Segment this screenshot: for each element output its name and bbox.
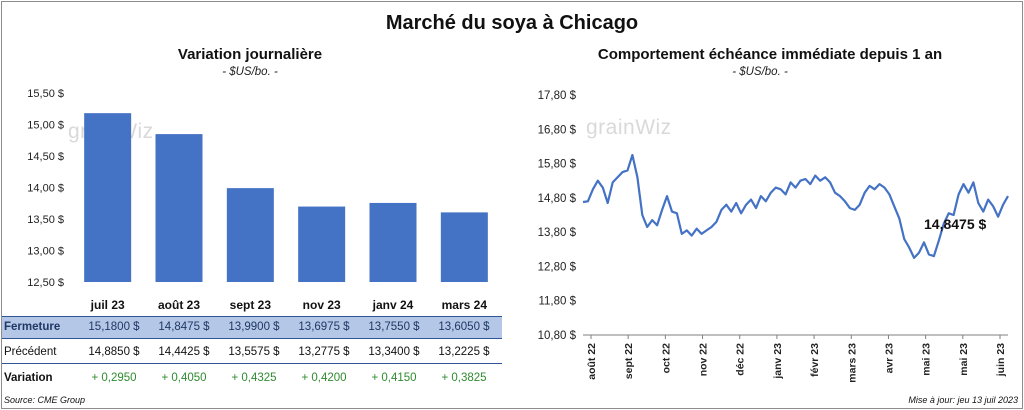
row-label: Précédent <box>4 346 57 358</box>
update-note: Mise à jour: jeu 13 juil 2023 <box>908 395 1018 405</box>
x-tick-label: juin 23 <box>995 343 1007 377</box>
table-cell: + 0,4050 <box>161 372 207 384</box>
bar <box>155 134 203 282</box>
page-title: Marché du soya à Chicago <box>385 12 639 34</box>
bar <box>369 202 417 282</box>
table-cell: + 0,4150 <box>371 372 417 384</box>
y-tick-label: 11,80 $ <box>538 296 576 308</box>
x-tick-label: nov 22 <box>698 343 710 376</box>
source-note: Source: CME Group <box>4 395 86 405</box>
table-cell: 14,8475 $ <box>158 321 210 333</box>
row-label: Fermeture <box>4 321 61 333</box>
table-cell: 13,3400 $ <box>368 346 420 358</box>
table-cell: 13,7550 $ <box>368 321 420 333</box>
y-tick-label: 12,80 $ <box>538 261 577 273</box>
y-tick-label: 14,80 $ <box>538 193 577 205</box>
y-tick-label: 13,50 $ <box>27 214 64 226</box>
table-cell: + 0,4200 <box>301 372 347 384</box>
x-tick-label: juil 23 <box>90 298 125 312</box>
left-chart-subtitle: - $US/bo. - <box>222 66 278 78</box>
line-chart: 10,80 $ 11,80 $ 12,80 $ 13,80 $ 14,80 $ 15,80… <box>538 90 1009 383</box>
x-tick-label: nov 23 <box>303 298 341 312</box>
table-cell: 13,2225 $ <box>438 346 490 358</box>
y-tick-label: 12,50 $ <box>27 277 64 289</box>
y-tick-label: 15,00 $ <box>27 120 64 132</box>
y-tick-label: 15,50 $ <box>27 88 64 100</box>
table-cell: 14,4425 $ <box>158 346 210 358</box>
x-tick-label: mars 24 <box>442 298 488 312</box>
x-tick-label: mai 23 <box>958 343 970 376</box>
table-cell: 13,6975 $ <box>298 321 350 333</box>
y-tick-label: 14,00 $ <box>27 183 64 195</box>
table-cell: 14,8850 $ <box>88 346 140 358</box>
x-tick-label: déc 22 <box>735 343 747 376</box>
x-tick-label: sept 22 <box>623 343 635 379</box>
y-tick-label: 10,80 $ <box>538 330 577 342</box>
table-cell: 15,1800 $ <box>88 321 140 333</box>
table-cell: + 0,2950 <box>91 372 137 384</box>
x-tick-label: avr 23 <box>883 343 895 374</box>
row-label: Variation <box>4 372 53 384</box>
table-cell: + 0,3825 <box>441 372 487 384</box>
bar <box>440 212 488 282</box>
y-tick-label: 13,80 $ <box>538 227 577 239</box>
x-tick-label: janv 24 <box>372 298 414 312</box>
watermark-right: grainWiz <box>586 116 672 139</box>
x-tick-label: mai 23 <box>921 343 933 376</box>
y-tick-label: 13,00 $ <box>27 246 64 258</box>
y-tick-label: 17,80 $ <box>538 90 577 102</box>
x-tick-label: août 22 <box>586 343 598 380</box>
right-chart-subtitle: - $US/bo. - <box>732 66 788 78</box>
table-row-variation: Variation + 0,2950 + 0,4050 + 0,4325 + 0… <box>2 368 502 389</box>
x-tick-label: oct 22 <box>660 343 672 374</box>
x-tick-label: mars 23 <box>846 343 858 383</box>
table-cell: + 0,4325 <box>231 372 277 384</box>
right-chart-title: Comportement échéance immédiate depuis 1… <box>597 46 943 63</box>
bar <box>298 206 346 282</box>
x-tick-label: févr 23 <box>809 343 821 377</box>
table-cell: 13,9900 $ <box>228 321 280 333</box>
x-tick-label: août 23 <box>158 298 200 312</box>
left-chart-title: Variation journalière <box>177 46 323 63</box>
bar <box>84 113 132 282</box>
bar <box>226 188 274 282</box>
series-line <box>582 153 1009 259</box>
last-value-label: 14,8475 $ <box>924 216 987 232</box>
y-tick-label: 15,80 $ <box>538 159 577 171</box>
table-row-precedent: Précédent 14,8850 $ 14,4425 $ 13,5575 $ … <box>2 342 502 364</box>
bar-chart: 12,50 $ 13,00 $ 13,50 $ 14,00 $ 14,50 $ 15,00… <box>27 88 488 312</box>
y-tick-label: 14,50 $ <box>27 151 64 163</box>
y-tick-label: 16,80 $ <box>538 124 577 136</box>
x-tick-label: sept 23 <box>230 298 272 312</box>
table-cell: 13,6050 $ <box>438 321 490 333</box>
table-cell: 13,5575 $ <box>228 346 280 358</box>
x-tick-label: janv 23 <box>772 343 784 380</box>
table-row-fermeture: Fermeture 15,1800 $ 14,8475 $ 13,9900 $ … <box>2 316 502 339</box>
table-cell: 13,2775 $ <box>298 346 350 358</box>
